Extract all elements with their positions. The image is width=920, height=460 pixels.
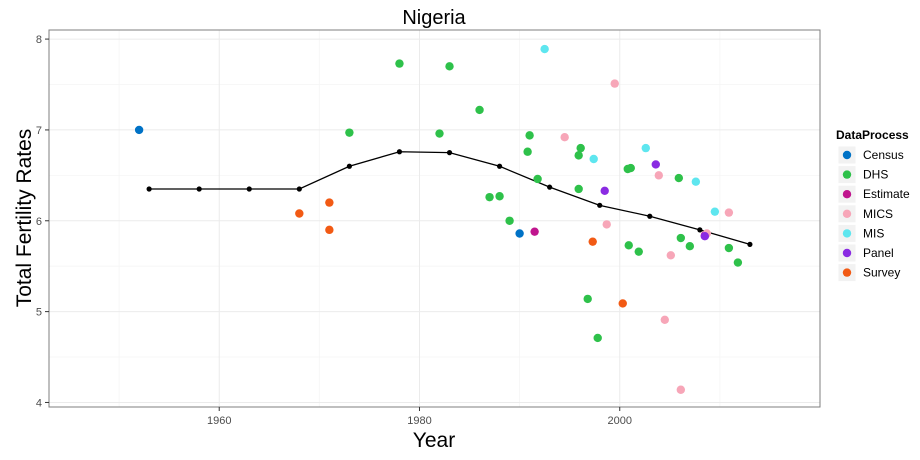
plot-border-top [48,29,821,408]
legend-key-dot [842,150,852,160]
data-point-dhs [624,241,633,250]
trend-point [246,186,252,192]
trend-point [396,149,403,155]
data-point-dhs [475,105,484,115]
data-point-dhs [505,216,514,225]
data-point-panel [700,232,710,241]
data-point-dhs [676,233,686,243]
trend-point [597,202,603,208]
data-point-estimate [530,227,539,236]
x-tick-label: 1960 [207,415,231,427]
data-point-dhs [626,163,635,173]
data-point-dhs [435,129,444,138]
data-point-dhs [634,247,643,256]
chart-title: Nigeria [402,7,466,29]
data-point-dhs [485,192,494,202]
data-point-dhs [593,333,602,343]
x-axis-label: Year [413,429,455,452]
plot-border [48,29,821,408]
trend-dots [146,149,753,247]
legend-key-dot [842,229,852,238]
data-point-census [134,125,144,135]
y-tick-label: 5 [36,307,42,319]
data-point-mics [560,132,569,142]
data-point-dhs [724,243,734,253]
data-point-mis [589,154,598,164]
data-point-dhs [495,192,504,201]
data-point-dhs [574,151,583,160]
legend-label-survey: Survey [863,266,900,280]
x-tick-label: 2000 [607,415,631,427]
data-point-dhs [395,59,404,68]
data-point-dhs [533,174,542,184]
data-point-survey [588,237,597,246]
data-point-mis [540,44,549,54]
x-tick-label: 1980 [407,415,431,427]
trend-point [496,163,503,169]
data-point-survey [618,299,627,308]
y-tick-label: 8 [36,34,42,46]
legend-key-dot [842,190,852,199]
trend-point [146,186,152,192]
legend-key-dot [842,170,852,179]
trend-point [747,241,753,247]
trend-point [196,186,202,192]
data-point-mics [676,385,686,394]
legend-title: DataProcess [836,128,909,142]
data-point-dhs [345,128,354,137]
y-tick-label: 4 [36,397,42,409]
data-point-dhs [733,258,743,267]
legend-label-estimate: Estimate [863,187,910,201]
data-point-dhs [574,184,583,194]
data-point-panel [600,186,609,195]
data-point-dhs [576,143,585,153]
data-point-mics [660,315,669,324]
data-point-census [515,229,524,238]
data-point-mics [610,79,619,88]
legend-key-dot [842,209,852,218]
legend-label-mis: MIS [863,226,884,240]
data-point-mis [710,207,720,216]
y-axis-label: Total Fertility Rates [13,129,36,308]
data-point-dhs [525,131,534,140]
data-point-survey [325,198,334,207]
data-point-mics [602,220,611,229]
y-tick-label: 7 [36,125,42,137]
legend-key-dot [842,248,852,258]
trend-point [647,213,653,219]
plot-panel [48,29,821,408]
data-point-dhs [685,242,695,251]
data-points [134,44,743,394]
data-point-survey [295,209,304,218]
trend-point [446,150,453,156]
trend-point [697,227,703,233]
legend-label-census: Census [863,148,904,162]
data-point-mics [654,171,663,180]
trend-point [296,186,302,192]
legend-key-dot [842,268,852,277]
trend-point [346,163,352,169]
data-point-mics [724,208,734,217]
trend-point [547,184,553,190]
data-point-mics [666,251,676,260]
legend: DataProcess Census DHS Estimate MICS MIS Panel… [836,128,910,283]
data-point-dhs [445,62,454,71]
grid [48,29,821,408]
data-point-panel [651,160,660,169]
data-point-dhs [523,147,532,156]
data-point-dhs [583,294,592,304]
legend-label-dhs: DHS [863,168,888,182]
axes: 1960 1980 2000 4 5 6 7 8 [36,34,632,427]
data-point-dhs [674,173,684,183]
y-tick-label: 6 [36,216,42,228]
data-point-mis [641,143,650,153]
legend-label-mics: MICS [863,207,893,221]
data-point-mis [691,177,701,186]
legend-label-panel: Panel [863,246,894,260]
data-point-survey [325,225,334,235]
